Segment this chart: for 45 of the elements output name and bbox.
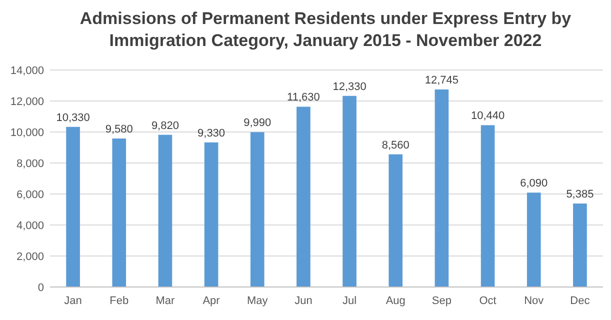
y-tick-label: 8,000 — [16, 158, 44, 170]
x-tick-label: Dec — [570, 295, 590, 307]
x-tick-label: Mar — [156, 295, 176, 307]
bar — [250, 132, 264, 287]
x-tick-label: Jan — [64, 295, 82, 307]
x-tick-label: Feb — [110, 295, 129, 307]
x-tick-label: May — [246, 295, 268, 307]
data-label: 11,630 — [287, 92, 320, 104]
y-tick-label: 2,000 — [16, 250, 44, 263]
y-tick-label: 0 — [38, 282, 44, 294]
bar — [480, 125, 495, 287]
data-label: 6,090 — [520, 178, 548, 190]
data-label: 10,330 — [56, 112, 90, 124]
y-tick-label: 12,000 — [10, 96, 44, 108]
bar — [434, 89, 449, 287]
data-label: 9,820 — [151, 120, 179, 132]
y-tick-label: 4,000 — [16, 220, 44, 232]
bar — [526, 192, 541, 287]
data-label: 9,990 — [244, 117, 272, 130]
data-label: 9,330 — [198, 127, 226, 140]
x-tick-label: Aug — [386, 295, 406, 307]
bar — [573, 204, 587, 287]
bar — [342, 96, 356, 287]
bar — [204, 142, 218, 287]
data-label: 10,440 — [470, 110, 505, 122]
y-tick-label: 10,000 — [10, 126, 44, 139]
data-label: 8,560 — [382, 139, 410, 152]
x-tick-label: Sep — [432, 295, 452, 307]
y-tick-label: 14,000 — [10, 64, 44, 77]
bar — [66, 126, 80, 287]
x-tick-label: Jun — [294, 295, 312, 307]
x-tick-label: Oct — [479, 295, 496, 307]
bar — [158, 134, 172, 287]
data-label: 5,385 — [566, 188, 594, 201]
data-label: 12,745 — [424, 74, 459, 86]
bar — [296, 106, 310, 287]
bar — [388, 154, 403, 287]
x-tick-label: Jul — [342, 295, 357, 307]
data-label: 9,580 — [105, 124, 133, 136]
x-tick-label: Nov — [524, 295, 544, 307]
y-tick-label: 6,000 — [16, 188, 44, 201]
chart-title: Admissions of Permanent Residents under Express Entry by Immigration Category, January 2015 - November 2022 — [80, 9, 572, 50]
bar — [112, 138, 126, 287]
data-label: 12,330 — [332, 80, 366, 93]
x-tick-label: Apr — [202, 295, 220, 307]
